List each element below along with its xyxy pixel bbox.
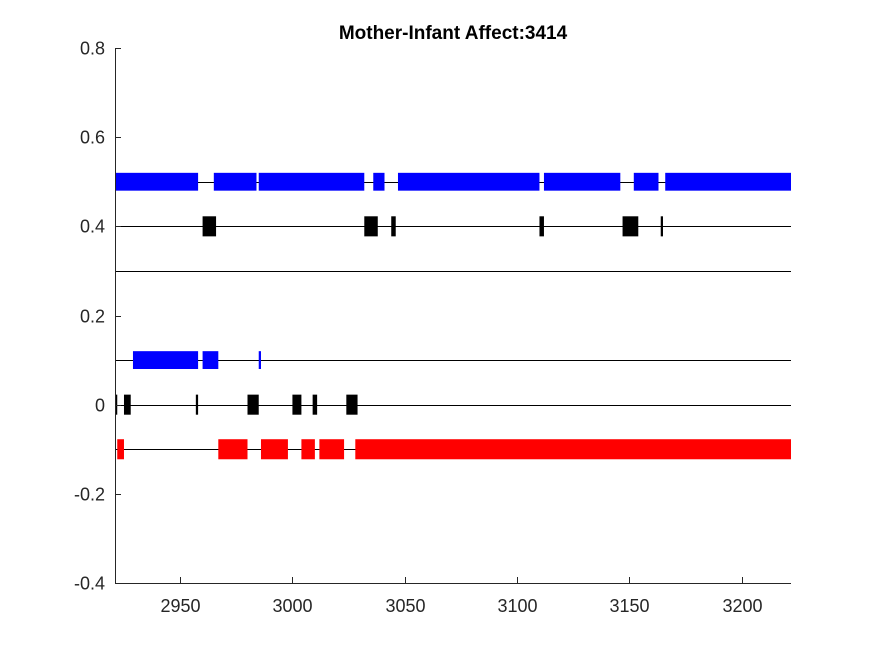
bar-row0-segment-7 (665, 172, 791, 191)
bar-row0-segment-1 (213, 172, 257, 191)
bar-row1-segment-1 (364, 216, 378, 237)
bar-row4-segment-1 (218, 439, 248, 460)
bar-row1-segment-2 (391, 216, 396, 237)
bar-row3-segment-6 (346, 394, 358, 415)
bar-row4-segment-2 (260, 439, 288, 460)
y-tick-label: 0.4 (80, 217, 105, 237)
bar-row4-segment-4 (319, 439, 345, 460)
bar-row0-segment-5 (543, 172, 621, 191)
bar-row0-segment-4 (397, 172, 540, 191)
bar-row0-segment-3 (373, 172, 385, 191)
axes: -0.4 -0.2 0 0.2 0.4 0.6 0.8 2950 3000 3050 3100 315… (74, 39, 791, 616)
bar-row3-segment-0 (115, 394, 118, 415)
y-tick-label: 0.2 (80, 307, 105, 327)
bar-row1-segment-4 (622, 216, 639, 237)
x-tick-label: 3200 (722, 596, 762, 616)
bars (115, 172, 791, 460)
bar-row3-segment-5 (312, 394, 318, 415)
bar-row4-segment-0 (117, 439, 124, 460)
x-tick-label: 2950 (160, 596, 200, 616)
y-tick-label: 0 (95, 396, 105, 416)
bar-row0-segment-2 (258, 172, 365, 191)
bar-row3-segment-2 (195, 394, 199, 415)
bar-row4-segment-5 (355, 439, 791, 460)
y-tick-label: -0.2 (74, 485, 105, 505)
y-tick-label: 0.8 (80, 39, 105, 59)
baselines (115, 182, 791, 450)
x-tick-label: 3050 (385, 596, 425, 616)
bar-row2-segment-0 (132, 351, 199, 369)
bar-row4-segment-3 (301, 439, 315, 460)
bar-row3-segment-4 (292, 394, 302, 415)
bar-row1-segment-3 (539, 216, 544, 237)
x-tick-label: 3000 (272, 596, 312, 616)
bar-row2-segment-2 (258, 351, 261, 369)
y-tick-label: 0.6 (80, 128, 105, 148)
bar-row1-segment-0 (202, 216, 217, 237)
bar-row0-segment-6 (633, 172, 659, 191)
y-tick-label: -0.4 (74, 574, 105, 594)
x-tick-label: 3100 (497, 596, 537, 616)
bar-row3-segment-3 (247, 394, 259, 415)
chart-title: Mother-Infant Affect:3414 (339, 23, 568, 44)
bar-row2-segment-1 (202, 351, 219, 369)
bar-row0-segment-0 (115, 172, 199, 191)
bar-row1-segment-5 (660, 216, 663, 237)
bar-row3-segment-1 (123, 394, 131, 415)
x-tick-label: 3150 (609, 596, 649, 616)
